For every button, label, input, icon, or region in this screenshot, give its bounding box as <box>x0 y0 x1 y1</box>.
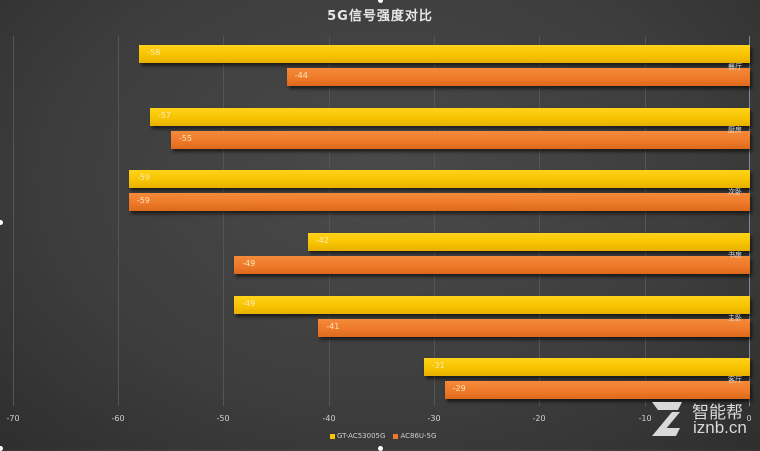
bar-value-label: -42 <box>315 236 329 245</box>
gridline <box>539 36 540 406</box>
bar-gt-ac5300[interactable]: -59 <box>128 170 750 188</box>
category-label: 厨房 <box>728 126 742 134</box>
bar-ac86u[interactable]: -59 <box>128 193 750 211</box>
resize-handle-top[interactable] <box>378 0 383 3</box>
bar-gt-ac5300[interactable]: -57 <box>149 108 750 126</box>
bar-gt-ac5300[interactable]: -42 <box>307 233 750 251</box>
bar-ac86u[interactable]: -41 <box>318 319 750 337</box>
category-label: 次卧 <box>728 188 742 196</box>
bar-value-label: -44 <box>294 71 308 80</box>
category-label: 餐厅 <box>728 63 742 71</box>
legend-swatch-yellow <box>330 433 335 439</box>
chart-title: 5G信号强度对比 <box>327 9 433 24</box>
legend-item-gt-ac5300[interactable]: GT-AC53005G <box>330 432 385 440</box>
category-label: 客厅 <box>728 376 742 384</box>
resize-handle-left[interactable] <box>0 220 3 225</box>
legend-label: AC86U-5G <box>400 432 437 440</box>
bar-ac86u[interactable]: -49 <box>234 256 750 274</box>
x-tick: -60 <box>111 414 125 423</box>
legend-label: GT-AC53005G <box>337 432 386 440</box>
bar-value-label: -49 <box>242 259 256 268</box>
bar-gt-ac5300[interactable]: -31 <box>423 358 750 376</box>
legend: GT-AC53005G AC86U-5G <box>330 432 436 440</box>
z-logo-icon <box>652 402 682 436</box>
x-tick: -50 <box>216 414 230 423</box>
legend-swatch-orange <box>393 433 399 439</box>
category-label: 书房 <box>728 251 742 259</box>
bar-value-label: -59 <box>136 173 150 182</box>
x-tick: 0 <box>746 414 752 423</box>
x-tick: -40 <box>322 414 336 423</box>
legend-item-ac86u[interactable]: AC86U-5G <box>393 432 436 440</box>
watermark-url: iznb.cn <box>693 418 747 437</box>
bar-gt-ac5300[interactable]: -49 <box>234 296 750 314</box>
plot-area <box>13 36 750 406</box>
bar-value-label: -29 <box>452 384 466 393</box>
bar-value-label: -59 <box>136 196 150 205</box>
bar-gt-ac5300[interactable]: -58 <box>139 45 750 63</box>
bar-ac86u[interactable]: -29 <box>444 381 750 399</box>
x-tick: -10 <box>638 414 652 423</box>
bar-value-label: -49 <box>242 299 256 308</box>
watermark-brand: 智能帮 <box>692 403 743 423</box>
x-tick: -20 <box>532 414 546 423</box>
bar-value-label: -57 <box>157 111 171 120</box>
x-tick: -70 <box>6 414 20 423</box>
bar-ac86u[interactable]: -44 <box>286 68 750 86</box>
category-label: 主卧 <box>728 314 742 322</box>
bar-value-label: -58 <box>147 48 161 57</box>
gridline <box>13 36 14 406</box>
bar-value-label: -55 <box>178 134 192 143</box>
bar-ac86u[interactable]: -55 <box>170 131 750 149</box>
gridline <box>329 36 330 406</box>
gridline <box>645 36 646 406</box>
gridline <box>118 36 119 406</box>
bar-value-label: -31 <box>431 361 445 370</box>
watermark: 智能帮 iznb.cn <box>648 398 760 442</box>
gridline <box>223 36 224 406</box>
gridline <box>434 36 435 406</box>
bar-value-label: -41 <box>326 322 340 331</box>
x-tick: -30 <box>427 414 441 423</box>
category-axis <box>749 36 750 406</box>
